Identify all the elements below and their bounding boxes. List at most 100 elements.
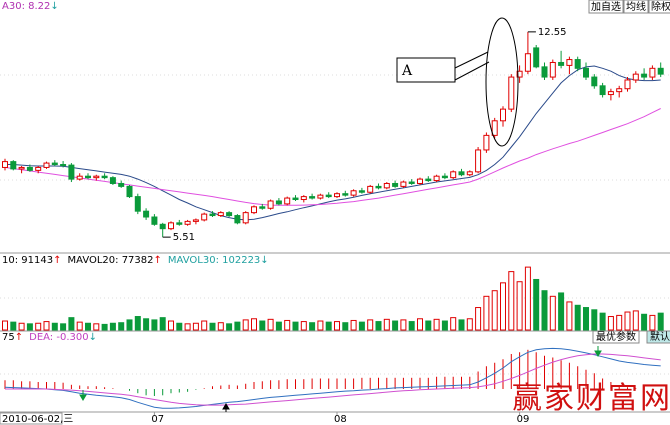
candle-body <box>284 197 291 205</box>
candle-body <box>10 161 17 170</box>
candle-body <box>251 206 257 214</box>
volume-bar <box>85 322 91 331</box>
volume-bar <box>632 310 639 331</box>
min-label: 5.51 <box>173 232 195 243</box>
candle-body <box>367 185 374 193</box>
candle-body <box>632 73 639 81</box>
x-tick-label: 2010-06-02,三 <box>2 414 73 425</box>
volume-bar <box>417 318 423 331</box>
candle-body <box>126 185 133 198</box>
candle-body <box>51 162 58 166</box>
volume-bar <box>242 319 249 331</box>
volume-bar <box>275 321 282 331</box>
candle-body <box>159 223 166 230</box>
param-button[interactable]: 默认参 <box>646 330 670 344</box>
param-button[interactable]: 最优参数 <box>592 330 640 344</box>
candle-body <box>35 166 42 171</box>
volume-bar <box>367 319 374 331</box>
volume-bar <box>400 319 407 331</box>
candle-body <box>76 175 83 180</box>
volume-bar <box>558 292 565 331</box>
button-label: 最优参数 <box>596 330 636 343</box>
candle-body <box>60 164 67 167</box>
toolbar-button[interactable]: 均线 <box>623 0 649 14</box>
candle-body <box>383 182 390 189</box>
candle-body <box>566 59 573 66</box>
volume-bar <box>267 318 274 331</box>
volume-bar <box>591 309 598 331</box>
candle-body <box>26 166 33 171</box>
header-value: 10: 91143 <box>2 255 53 266</box>
candle-body <box>649 67 656 78</box>
toolbar-button[interactable]: 除权 <box>648 0 670 14</box>
signal-arrow <box>594 346 602 357</box>
volume-bar <box>134 316 141 331</box>
x-tick-label: 07 <box>151 414 164 425</box>
candle-body <box>607 91 614 96</box>
volume-bar <box>234 321 241 331</box>
volume-bar <box>26 323 33 331</box>
volume-bar <box>450 317 457 331</box>
volume-bar <box>10 321 17 331</box>
candle-body <box>549 61 556 78</box>
volume-bar <box>168 320 174 331</box>
candle-body <box>309 196 316 199</box>
volume-bar <box>624 311 631 331</box>
volume-bar <box>284 319 291 331</box>
volume-bar <box>549 295 556 331</box>
candle-body <box>417 178 423 184</box>
candle-body <box>641 73 648 78</box>
candle-body <box>541 66 548 78</box>
button-frame <box>623 0 649 14</box>
volume-bar <box>607 316 614 331</box>
volume-bar <box>325 321 332 331</box>
volume-bar <box>292 321 299 331</box>
volume-bar <box>209 322 216 331</box>
volume-bar <box>392 320 399 331</box>
candle-body <box>375 185 382 189</box>
watermark: 赢家财富网 <box>512 381 670 416</box>
candle-body <box>151 216 158 225</box>
candle-body <box>466 171 473 176</box>
candle-body <box>242 212 249 224</box>
volume-bar <box>300 321 307 331</box>
header-value: MAVOL20: 77382 <box>67 255 153 266</box>
candle-body <box>292 197 299 201</box>
date-box <box>0 412 63 425</box>
candle-body <box>259 206 266 209</box>
button-label: 均线 <box>626 0 646 13</box>
header-arrow: ↑ <box>154 255 162 266</box>
volume-bar <box>259 320 266 331</box>
button-frame <box>648 0 670 14</box>
candle-body <box>93 175 100 179</box>
candle-body <box>358 190 365 193</box>
candle-body <box>408 181 415 184</box>
candle-body <box>334 193 340 198</box>
callout-box <box>396 57 456 83</box>
button-label: 默认参 <box>650 330 670 343</box>
candle-body <box>2 161 8 168</box>
candle-body <box>184 220 191 225</box>
candle-body <box>657 67 664 75</box>
header-value: DEA: -0.300 <box>29 332 88 343</box>
candle-body <box>325 194 332 198</box>
volume-bar <box>616 314 623 331</box>
volume-bar <box>18 322 25 331</box>
toolbar-button[interactable]: 加自选 <box>588 0 624 14</box>
volume-bar <box>192 322 199 331</box>
candle-body <box>599 85 606 96</box>
candle-body <box>300 196 307 201</box>
volume-bar <box>151 319 158 331</box>
volume-bar <box>51 322 58 331</box>
volume-bar <box>641 313 648 331</box>
candle-body <box>516 70 523 78</box>
candle-body <box>209 213 216 217</box>
candle-body <box>458 171 465 176</box>
callout-pointer <box>454 51 490 81</box>
candle-body <box>574 59 581 69</box>
volume-bar <box>118 322 125 331</box>
volume-bar <box>159 317 166 331</box>
volume-bar <box>251 318 257 331</box>
candle-body <box>392 182 399 187</box>
volume-bar <box>60 323 67 331</box>
